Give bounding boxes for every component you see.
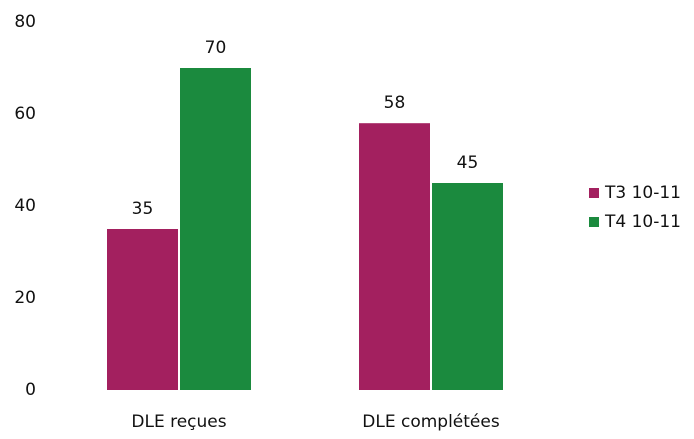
data-label: 58 <box>384 93 406 113</box>
x-tick-label: DLE reçues <box>131 412 226 432</box>
data-label: 45 <box>457 153 479 173</box>
x-tick-label: DLE complétées <box>362 412 500 432</box>
bar <box>107 229 178 390</box>
legend-label: T3 10-11 <box>604 183 681 203</box>
y-tick-label: 0 <box>25 380 36 400</box>
bar <box>180 68 251 390</box>
legend-swatch <box>589 217 599 227</box>
bar <box>432 183 503 390</box>
y-tick-label: 80 <box>14 12 36 32</box>
y-tick-label: 20 <box>14 288 36 308</box>
data-label: 70 <box>205 38 227 58</box>
bar <box>359 123 430 390</box>
y-tick-label: 40 <box>14 196 36 216</box>
legend-swatch <box>589 188 599 198</box>
legend-label: T4 10-11 <box>604 212 681 232</box>
data-label: 35 <box>132 199 154 219</box>
y-tick-label: 60 <box>14 104 36 124</box>
